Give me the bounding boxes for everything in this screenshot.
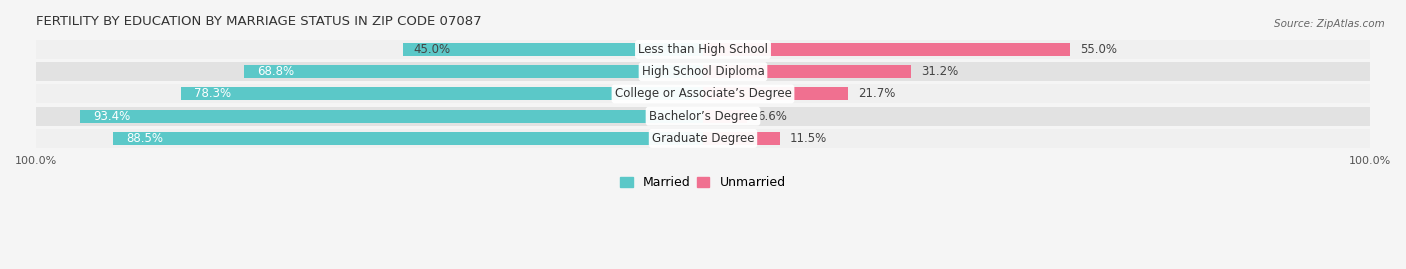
Text: Graduate Degree: Graduate Degree (652, 132, 754, 145)
Text: 21.7%: 21.7% (858, 87, 896, 100)
Bar (37, 129, 1369, 148)
Text: FERTILITY BY EDUCATION BY MARRIAGE STATUS IN ZIP CODE 07087: FERTILITY BY EDUCATION BY MARRIAGE STATU… (37, 15, 482, 28)
Text: High School Diploma: High School Diploma (641, 65, 765, 78)
Text: 55.0%: 55.0% (1080, 43, 1116, 56)
Text: 6.6%: 6.6% (756, 110, 787, 123)
Bar (37, 107, 1369, 126)
Bar (703, 43, 1070, 56)
Text: 93.4%: 93.4% (93, 110, 131, 123)
Bar (112, 132, 703, 145)
Bar (703, 87, 848, 100)
Text: Bachelor’s Degree: Bachelor’s Degree (648, 110, 758, 123)
Bar (37, 62, 1369, 81)
Text: Less than High School: Less than High School (638, 43, 768, 56)
Legend: Married, Unmarried: Married, Unmarried (616, 171, 790, 194)
Text: 88.5%: 88.5% (127, 132, 163, 145)
Text: College or Associate’s Degree: College or Associate’s Degree (614, 87, 792, 100)
Bar (181, 87, 703, 100)
Bar (703, 110, 747, 123)
Text: 45.0%: 45.0% (413, 43, 450, 56)
Bar (703, 65, 911, 78)
Text: Source: ZipAtlas.com: Source: ZipAtlas.com (1274, 19, 1385, 29)
Text: 31.2%: 31.2% (921, 65, 959, 78)
Bar (703, 132, 780, 145)
Text: 68.8%: 68.8% (257, 65, 295, 78)
Text: 11.5%: 11.5% (790, 132, 827, 145)
Bar (80, 110, 703, 123)
Text: 78.3%: 78.3% (194, 87, 232, 100)
Bar (245, 65, 703, 78)
Bar (404, 43, 703, 56)
Bar (37, 84, 1369, 103)
Bar (37, 40, 1369, 59)
